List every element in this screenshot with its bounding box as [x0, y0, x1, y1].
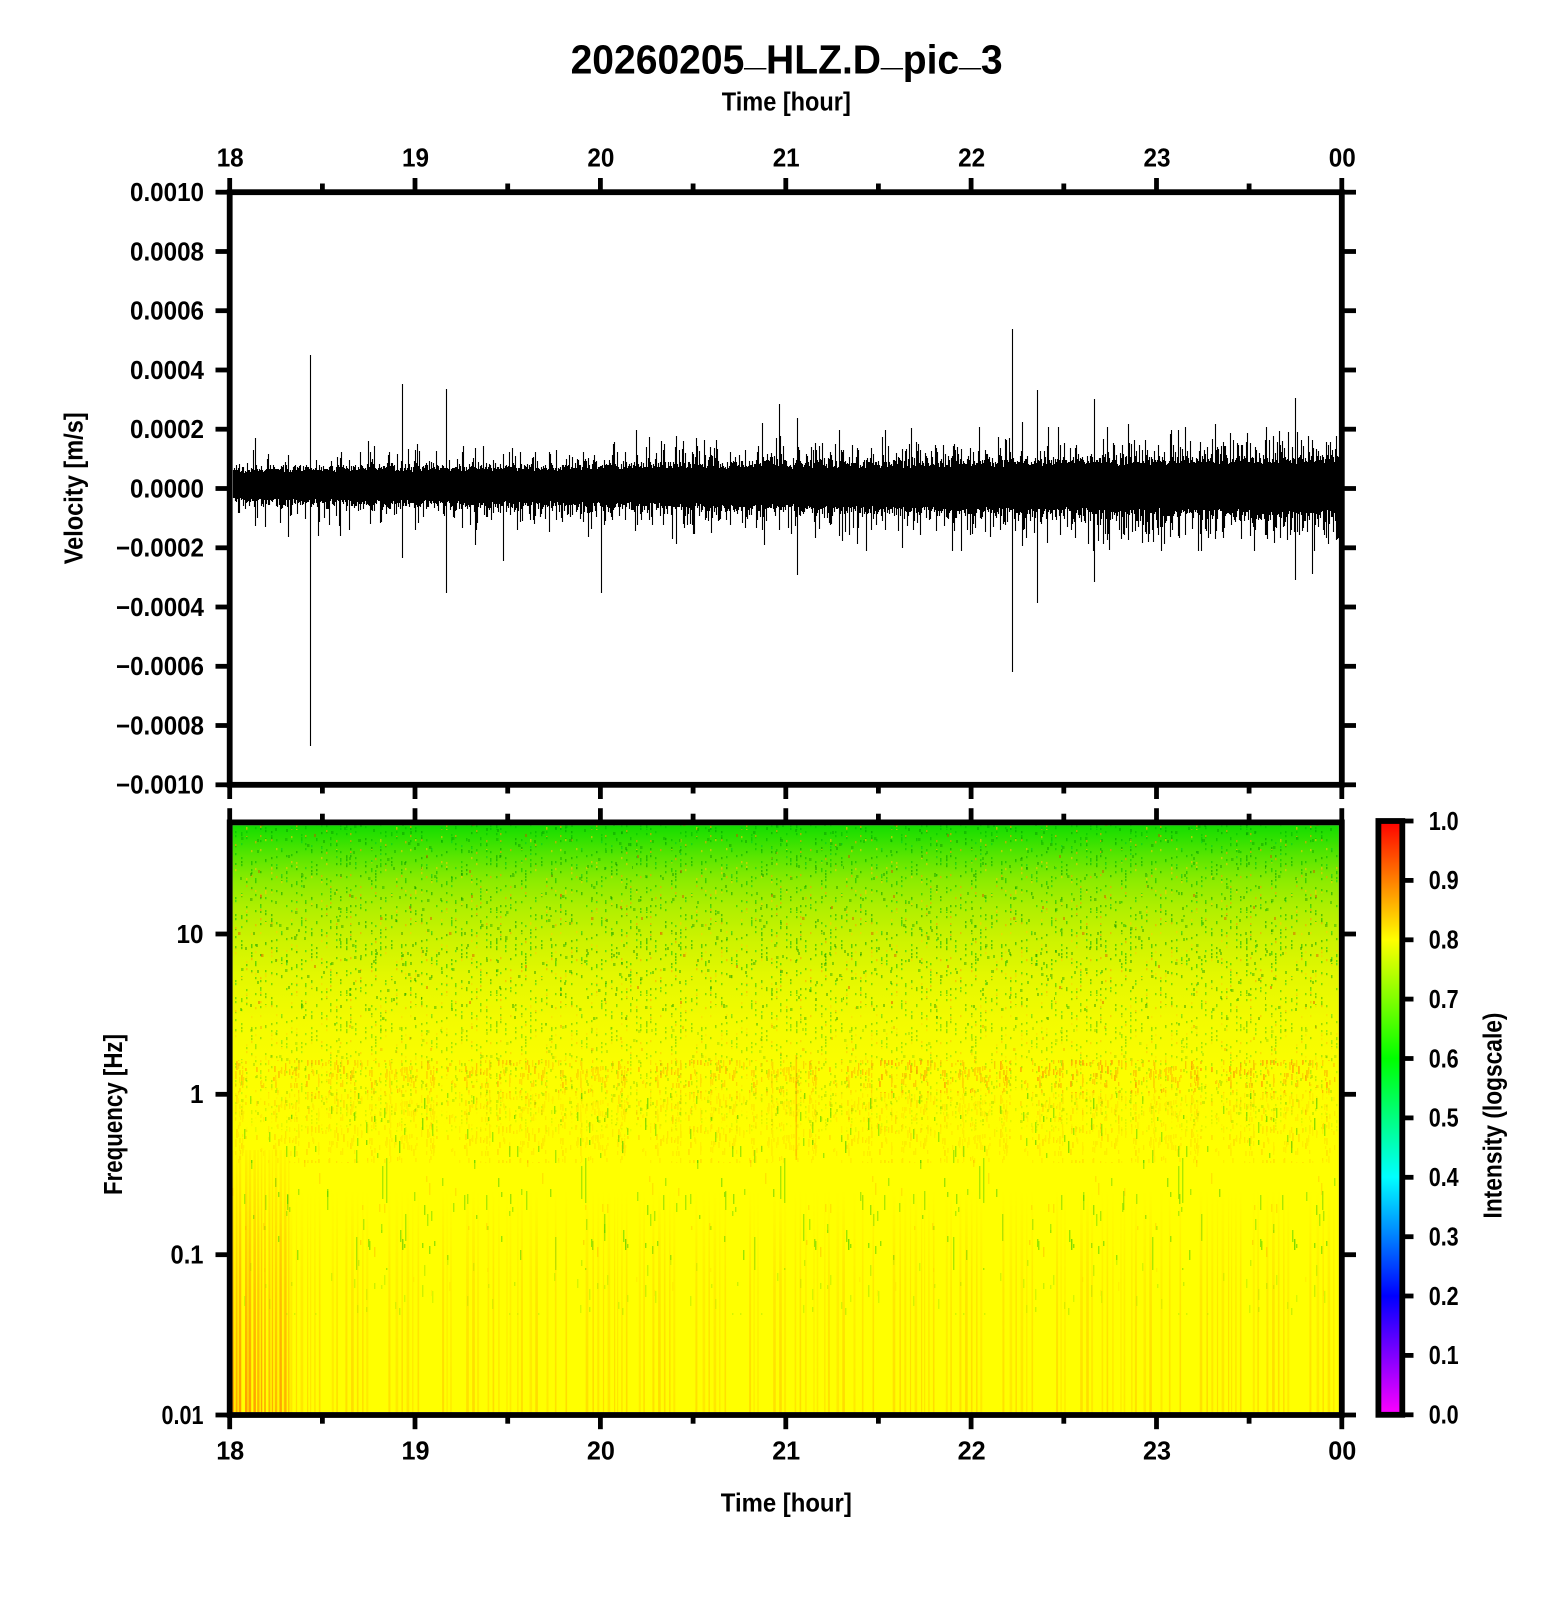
svg-text:18: 18 — [217, 145, 244, 173]
svg-text:1.0: 1.0 — [1429, 806, 1459, 836]
svg-text:21: 21 — [772, 1436, 800, 1466]
svg-text:Frequency [Hz]: Frequency [Hz] — [100, 1034, 128, 1195]
svg-text:0.6: 0.6 — [1429, 1043, 1459, 1073]
svg-text:−0.0002: −0.0002 — [116, 535, 204, 563]
svg-text:−0.0006: −0.0006 — [116, 653, 204, 681]
svg-text:0.9: 0.9 — [1429, 865, 1459, 895]
svg-text:22: 22 — [958, 145, 985, 173]
svg-text:20: 20 — [587, 145, 614, 173]
svg-text:00: 00 — [1328, 1436, 1356, 1466]
svg-text:0.0: 0.0 — [1429, 1400, 1459, 1430]
svg-text:0.0008: 0.0008 — [130, 238, 204, 266]
svg-text:19: 19 — [402, 1436, 430, 1466]
svg-text:0.1: 0.1 — [171, 1242, 204, 1270]
svg-text:0.0010: 0.0010 — [130, 179, 204, 207]
svg-text:20260205_HLZ.D_pic_3: 20260205_HLZ.D_pic_3 — [571, 27, 1003, 82]
svg-text:0.8: 0.8 — [1429, 925, 1459, 955]
svg-text:10: 10 — [177, 921, 204, 949]
svg-text:0.0002: 0.0002 — [130, 416, 204, 444]
svg-text:Time [hour]: Time [hour] — [722, 88, 851, 116]
svg-text:0.3: 0.3 — [1429, 1222, 1459, 1252]
svg-text:0.2: 0.2 — [1429, 1281, 1459, 1311]
svg-text:20: 20 — [587, 1436, 615, 1466]
svg-text:0.5: 0.5 — [1429, 1103, 1459, 1133]
svg-text:23: 23 — [1143, 1436, 1171, 1466]
svg-text:1: 1 — [190, 1081, 204, 1109]
svg-text:Intensity (logscale): Intensity (logscale) — [1480, 1013, 1508, 1219]
svg-text:0.0004: 0.0004 — [130, 357, 205, 385]
svg-text:22: 22 — [958, 1436, 986, 1466]
svg-text:21: 21 — [773, 145, 800, 173]
svg-text:0.1: 0.1 — [1429, 1340, 1459, 1370]
svg-text:Velocity [m/s]: Velocity [m/s] — [60, 412, 88, 564]
svg-text:−0.0008: −0.0008 — [116, 712, 204, 740]
svg-text:−0.0010: −0.0010 — [116, 772, 204, 800]
svg-text:0.4: 0.4 — [1429, 1162, 1459, 1192]
svg-text:−0.0004: −0.0004 — [116, 594, 205, 622]
svg-text:0.01: 0.01 — [162, 1402, 204, 1430]
svg-text:00: 00 — [1329, 145, 1356, 173]
svg-text:0.7: 0.7 — [1429, 984, 1459, 1014]
svg-text:18: 18 — [216, 1436, 244, 1466]
svg-text:19: 19 — [402, 145, 429, 173]
svg-text:0.0006: 0.0006 — [130, 298, 204, 326]
svg-text:0.0000: 0.0000 — [130, 475, 204, 503]
svg-text:23: 23 — [1144, 145, 1171, 173]
svg-text:Time [hour]: Time [hour] — [721, 1488, 852, 1518]
